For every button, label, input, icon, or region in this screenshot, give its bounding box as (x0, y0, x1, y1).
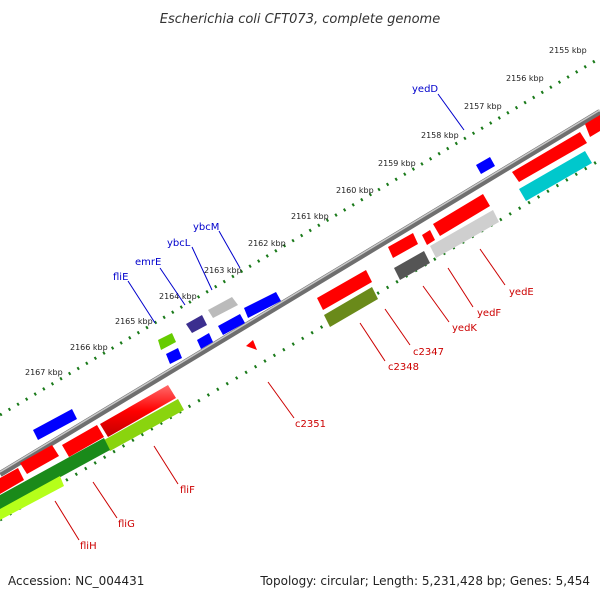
gene-fliE[interactable] (158, 333, 176, 350)
lower-tick-track (0, 158, 600, 522)
gene-cyan[interactable] (519, 151, 592, 201)
gene-yedF[interactable] (388, 233, 418, 258)
gene-ybcL[interactable] (208, 297, 238, 318)
gene-fliH[interactable] (0, 468, 24, 494)
tick-label: 2160 kbp (336, 186, 374, 195)
tick-label: 2159 kbp (378, 159, 416, 168)
gene-fliF-2[interactable] (62, 425, 104, 457)
label-yedD[interactable]: yedD (412, 84, 438, 95)
label-ybcM[interactable]: ybcM (193, 222, 219, 233)
accession-text: Accession: NC_004431 (8, 574, 145, 588)
gene-yedE-grey[interactable] (430, 210, 499, 258)
gene-ybcM[interactable] (244, 292, 281, 318)
gene-yedF-2[interactable] (422, 230, 435, 245)
gene-lime-strip[interactable] (0, 476, 64, 520)
gene-yedK[interactable] (394, 251, 430, 280)
gene-blue-small-2[interactable] (197, 333, 213, 349)
gene-yedD[interactable] (476, 157, 495, 174)
label-fliG[interactable]: fliG (118, 519, 135, 530)
label-yedK[interactable]: yedK (452, 323, 477, 334)
gene-fliG[interactable] (20, 445, 59, 474)
tick-label: 2155 kbp (549, 46, 587, 55)
label-fliE[interactable]: fliE (113, 272, 128, 283)
tick-label: 2165 kbp (115, 317, 153, 326)
gene-fliF[interactable] (100, 385, 176, 437)
tick-label: 2163 kbp (204, 266, 242, 275)
gene-red-edge[interactable] (585, 115, 600, 137)
tick-labels: 2155 kbp 2156 kbp 2157 kbp 2158 kbp 2159… (25, 46, 587, 377)
tick-label: 2166 kbp (70, 343, 108, 352)
gene-c2351[interactable] (246, 340, 257, 350)
gene-blue-small-1[interactable] (218, 314, 245, 335)
gene-green-strip[interactable] (0, 438, 110, 510)
tick-label: 2161 kbp (291, 212, 329, 221)
label-fliF[interactable]: fliF (180, 485, 195, 496)
gene-labels-top: yedD ybcM ybcL emrE fliE (113, 84, 438, 283)
tick-label: 2156 kbp (506, 74, 544, 83)
tick-label: 2157 kbp (464, 102, 502, 111)
label-emrE[interactable]: emrE (135, 257, 161, 268)
reverse-strand-genes (0, 151, 592, 520)
label-yedE[interactable]: yedE (509, 287, 534, 298)
gene-labels-bottom: yedE yedF yedK c2347 c2348 c2351 fliF fl… (80, 287, 534, 552)
upper-tick-track (0, 56, 600, 417)
gene-emrE[interactable] (186, 315, 207, 333)
gene-blue-left[interactable] (33, 409, 77, 440)
label-fliH[interactable]: fliH (80, 541, 97, 552)
map-title: Escherichia coli CFT073, complete genome (160, 12, 440, 27)
tick-label: 2158 kbp (421, 131, 459, 140)
label-ybcL[interactable]: ybcL (167, 238, 191, 249)
gene-yedE[interactable] (433, 194, 490, 236)
tick-label: 2164 kbp (159, 292, 197, 301)
gene-blue-small-3[interactable] (166, 348, 182, 364)
genome-summary-text: Topology: circular; Length: 5,231,428 bp… (260, 574, 590, 588)
label-yedF[interactable]: yedF (477, 308, 501, 319)
leader-lines (54, 93, 506, 541)
genome-backbone-highlight (0, 109, 600, 473)
forward-strand-genes (33, 115, 600, 440)
gene-fliG-green[interactable] (104, 399, 184, 451)
tick-label: 2162 kbp (248, 239, 286, 248)
gene-red-top-right[interactable] (512, 132, 587, 182)
label-c2351[interactable]: c2351 (295, 419, 326, 430)
gene-c2348[interactable] (324, 287, 378, 327)
label-c2347[interactable]: c2347 (413, 347, 444, 358)
gene-c2347[interactable] (317, 270, 372, 310)
tick-label: 2167 kbp (25, 368, 63, 377)
label-c2348[interactable]: c2348 (388, 362, 419, 373)
genome-backbone (0, 109, 600, 477)
